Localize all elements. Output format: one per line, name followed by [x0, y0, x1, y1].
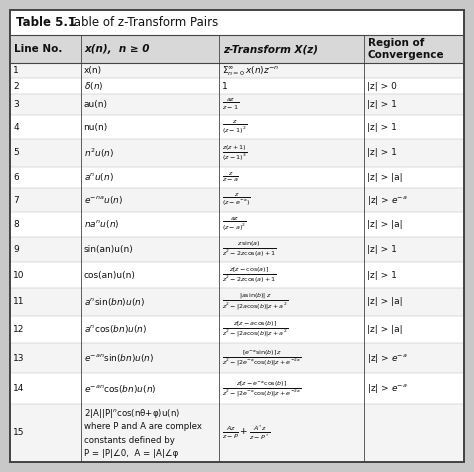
Text: $\frac{az}{(z-a)^2}$: $\frac{az}{(z-a)^2}$: [222, 216, 246, 233]
Text: Table of z-Transform Pairs: Table of z-Transform Pairs: [61, 16, 219, 29]
Text: sin(an)u(n): sin(an)u(n): [83, 245, 133, 254]
FancyBboxPatch shape: [10, 139, 464, 167]
FancyBboxPatch shape: [10, 167, 464, 188]
FancyBboxPatch shape: [10, 262, 464, 288]
Text: P = |P|∠0,  A = |A|∠φ: P = |P|∠0, A = |A|∠φ: [83, 449, 178, 458]
Text: |z| > 0: |z| > 0: [367, 82, 397, 91]
Text: 7: 7: [13, 195, 19, 204]
Text: $\frac{z[z-\cos(a)]}{z^2-2z\cos(a)+1}$: $\frac{z[z-\cos(a)]}{z^2-2z\cos(a)+1}$: [222, 266, 276, 285]
Text: $\Sigma_{n=0}^{\infty}\, x(n)z^{-n}$: $\Sigma_{n=0}^{\infty}\, x(n)z^{-n}$: [222, 64, 279, 77]
Text: $a^n \sin(bn)u(n)$: $a^n \sin(bn)u(n)$: [83, 296, 145, 308]
Text: 4: 4: [13, 123, 19, 132]
Text: nu(n): nu(n): [83, 123, 108, 132]
Text: cos(an)u(n): cos(an)u(n): [83, 271, 136, 280]
Text: |z| > 1: |z| > 1: [367, 149, 397, 158]
FancyBboxPatch shape: [10, 212, 464, 236]
Text: $\frac{z}{z-a}$: $\frac{z}{z-a}$: [222, 170, 238, 184]
Text: Table 5.1: Table 5.1: [16, 16, 76, 29]
FancyBboxPatch shape: [10, 316, 464, 343]
Text: z-Transform X(z): z-Transform X(z): [223, 44, 318, 54]
Text: 1: 1: [13, 67, 19, 76]
Text: $\frac{z}{(z-1)^2}$: $\frac{z}{(z-1)^2}$: [222, 118, 247, 136]
Text: $a^n \cos(bn)u(n)$: $a^n \cos(bn)u(n)$: [83, 323, 147, 335]
FancyBboxPatch shape: [10, 93, 464, 115]
Text: 2|A||P|$^n$cos(nθ+φ)u(n): 2|A||P|$^n$cos(nθ+φ)u(n): [83, 407, 180, 420]
Text: |z| > 1: |z| > 1: [367, 271, 397, 280]
Text: |z| > |a|: |z| > |a|: [367, 173, 402, 182]
Text: $na^n u(n)$: $na^n u(n)$: [83, 219, 119, 230]
Text: 14: 14: [13, 384, 25, 393]
Text: $\frac{z\,\sin(a)}{z^2 - 2z\cos(a)+1}$: $\frac{z\,\sin(a)}{z^2 - 2z\cos(a)+1}$: [222, 240, 276, 259]
Text: $\delta(n)$: $\delta(n)$: [83, 80, 103, 92]
Text: 13: 13: [13, 354, 25, 362]
Text: x(n),  n ≥ 0: x(n), n ≥ 0: [84, 44, 150, 54]
Text: |z| > 1: |z| > 1: [367, 100, 397, 109]
Text: |z| > |a|: |z| > |a|: [367, 220, 402, 229]
FancyBboxPatch shape: [10, 10, 464, 462]
Text: 10: 10: [13, 271, 25, 280]
FancyBboxPatch shape: [10, 78, 464, 93]
Text: |z| > 1: |z| > 1: [367, 123, 397, 132]
Text: 3: 3: [13, 100, 19, 109]
Text: $\frac{z(z+1)}{(z-1)^3}$: $\frac{z(z+1)}{(z-1)^3}$: [222, 143, 247, 163]
Text: 5: 5: [13, 149, 19, 158]
Text: |z| > |a|: |z| > |a|: [367, 325, 402, 334]
Text: $n^2 u(n)$: $n^2 u(n)$: [83, 146, 114, 160]
Text: |z| > $e^{-a}$: |z| > $e^{-a}$: [367, 194, 408, 207]
Text: $\frac{z[z-a\cos(b)]}{z^2-|2a\cos(b)|z+a^2}$: $\frac{z[z-a\cos(b)]}{z^2-|2a\cos(b)|z+a…: [222, 320, 288, 339]
Text: 8: 8: [13, 220, 19, 229]
Text: $\frac{z}{(z-e^{-a})}$: $\frac{z}{(z-e^{-a})}$: [222, 192, 250, 208]
Text: $e^{-na} u(n)$: $e^{-na} u(n)$: [83, 194, 122, 206]
FancyBboxPatch shape: [10, 288, 464, 316]
FancyBboxPatch shape: [10, 35, 464, 63]
Text: 15: 15: [13, 428, 25, 437]
Text: $e^{-an}\sin(bn)u(n)$: $e^{-an}\sin(bn)u(n)$: [83, 352, 154, 364]
Text: $e^{-an}\cos(bn)u(n)$: $e^{-an}\cos(bn)u(n)$: [83, 383, 156, 395]
FancyBboxPatch shape: [10, 373, 464, 404]
Text: 11: 11: [13, 297, 25, 306]
FancyBboxPatch shape: [10, 10, 464, 35]
Text: $\frac{|a\sin(b)|\,z}{z^2-|2a\cos(b)|z+a^2}$: $\frac{|a\sin(b)|\,z}{z^2-|2a\cos(b)|z+a…: [222, 292, 288, 312]
Text: 6: 6: [13, 173, 19, 182]
Text: $\frac{[e^{-a}\sin(b)]\,z}{z^2-|2e^{-a}\cos(b)|z+e^{-2a}}$: $\frac{[e^{-a}\sin(b)]\,z}{z^2-|2e^{-a}\…: [222, 348, 301, 368]
Text: |z| > |a|: |z| > |a|: [367, 297, 402, 306]
FancyBboxPatch shape: [10, 63, 464, 78]
Text: Line No.: Line No.: [14, 44, 63, 54]
Text: |z| > $e^{-a}$: |z| > $e^{-a}$: [367, 352, 408, 365]
Text: 1: 1: [222, 82, 228, 91]
Text: |z| > $e^{-a}$: |z| > $e^{-a}$: [367, 382, 408, 395]
FancyBboxPatch shape: [10, 404, 464, 462]
FancyBboxPatch shape: [10, 236, 464, 262]
FancyBboxPatch shape: [10, 343, 464, 373]
FancyBboxPatch shape: [10, 115, 464, 139]
Text: Region of
Convergence: Region of Convergence: [368, 38, 444, 60]
Text: 9: 9: [13, 245, 19, 254]
Text: |z| > 1: |z| > 1: [367, 245, 397, 254]
Text: 12: 12: [13, 325, 25, 334]
FancyBboxPatch shape: [10, 188, 464, 212]
Text: constants defined by: constants defined by: [83, 436, 174, 445]
Text: $a^n u(n)$: $a^n u(n)$: [83, 171, 113, 183]
Text: x(n): x(n): [83, 67, 101, 76]
Text: $\frac{z[z-e^{-a}\cos(b)]}{z^2-|2e^{-a}\cos(b)|z+e^{-2a}}$: $\frac{z[z-e^{-a}\cos(b)]}{z^2-|2e^{-a}\…: [222, 379, 301, 398]
Text: $\frac{Az}{z-P}+\frac{A^*z}{z-P^*}$: $\frac{Az}{z-P}+\frac{A^*z}{z-P^*}$: [222, 423, 270, 442]
Text: 2: 2: [13, 82, 19, 91]
Text: $\frac{az}{z-1}$: $\frac{az}{z-1}$: [222, 97, 239, 112]
Text: where P and A are complex: where P and A are complex: [83, 422, 201, 431]
Text: au(n): au(n): [83, 100, 108, 109]
